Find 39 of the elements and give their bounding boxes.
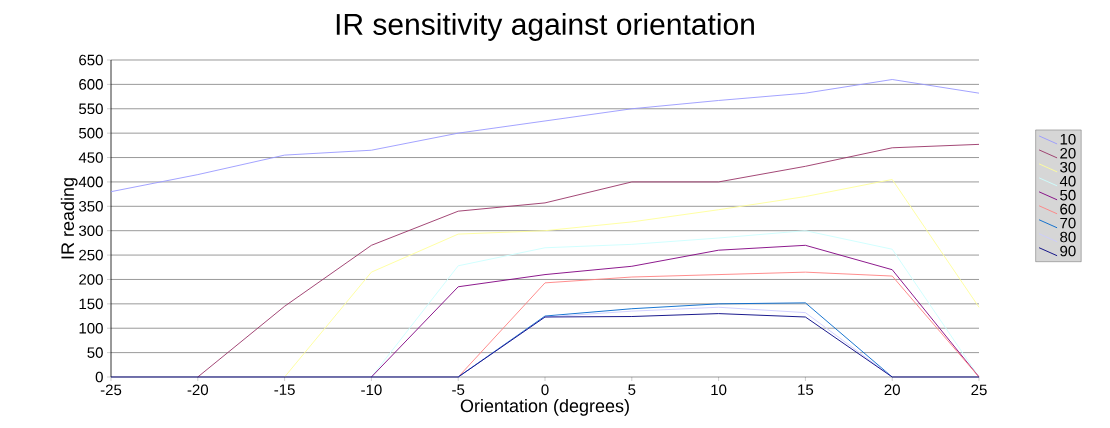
legend-label: 70 xyxy=(1060,217,1076,229)
y-tick-label: 50 xyxy=(87,347,103,358)
line-series xyxy=(284,179,980,378)
y-tick-label: 550 xyxy=(79,103,103,115)
legend-label: 30 xyxy=(1060,161,1076,173)
x-tick-label: 15 xyxy=(798,384,814,395)
x-tick-label: -10 xyxy=(361,384,382,396)
legend-label: 20 xyxy=(1060,147,1076,159)
y-tick-label: 600 xyxy=(79,79,103,90)
y-tick-label: 500 xyxy=(79,127,103,139)
x-tick-label: 20 xyxy=(884,384,900,396)
y-axis-title: IR reading xyxy=(60,178,78,259)
y-tick-label: 300 xyxy=(79,225,103,236)
line-series xyxy=(197,143,980,378)
legend-label: 50 xyxy=(1060,189,1076,201)
y-tick-label: 400 xyxy=(78,176,103,188)
y-tick-label: 100 xyxy=(79,322,103,334)
y-tick-label: 150 xyxy=(79,298,103,310)
legend-label: 80 xyxy=(1060,231,1076,243)
legend-label: 90 xyxy=(1060,245,1076,257)
x-tick-label: -15 xyxy=(274,384,295,395)
chart-title: IR sensitivity against orientation xyxy=(336,12,754,41)
x-tick-label: -25 xyxy=(100,384,122,396)
y-tick-label: 650 xyxy=(79,54,103,66)
y-tick-label: 0 xyxy=(95,371,103,383)
y-tick-label: 450 xyxy=(78,152,103,163)
x-tick-label: 5 xyxy=(628,384,636,395)
legend-label: 40 xyxy=(1059,175,1076,187)
x-tick-label: -5 xyxy=(452,384,465,395)
x-tick-label: -20 xyxy=(187,384,209,396)
legend-label: 10 xyxy=(1060,133,1076,145)
y-tick-label: 350 xyxy=(79,200,103,212)
legend-label: 60 xyxy=(1060,203,1076,215)
x-axis-title: Orientation (degrees) xyxy=(460,399,629,416)
y-tick-label: 200 xyxy=(79,274,103,285)
x-tick-label: 0 xyxy=(541,384,549,396)
y-tick-label: 250 xyxy=(79,249,103,261)
x-tick-label: 25 xyxy=(971,384,987,396)
x-tick-label: 10 xyxy=(711,384,727,396)
